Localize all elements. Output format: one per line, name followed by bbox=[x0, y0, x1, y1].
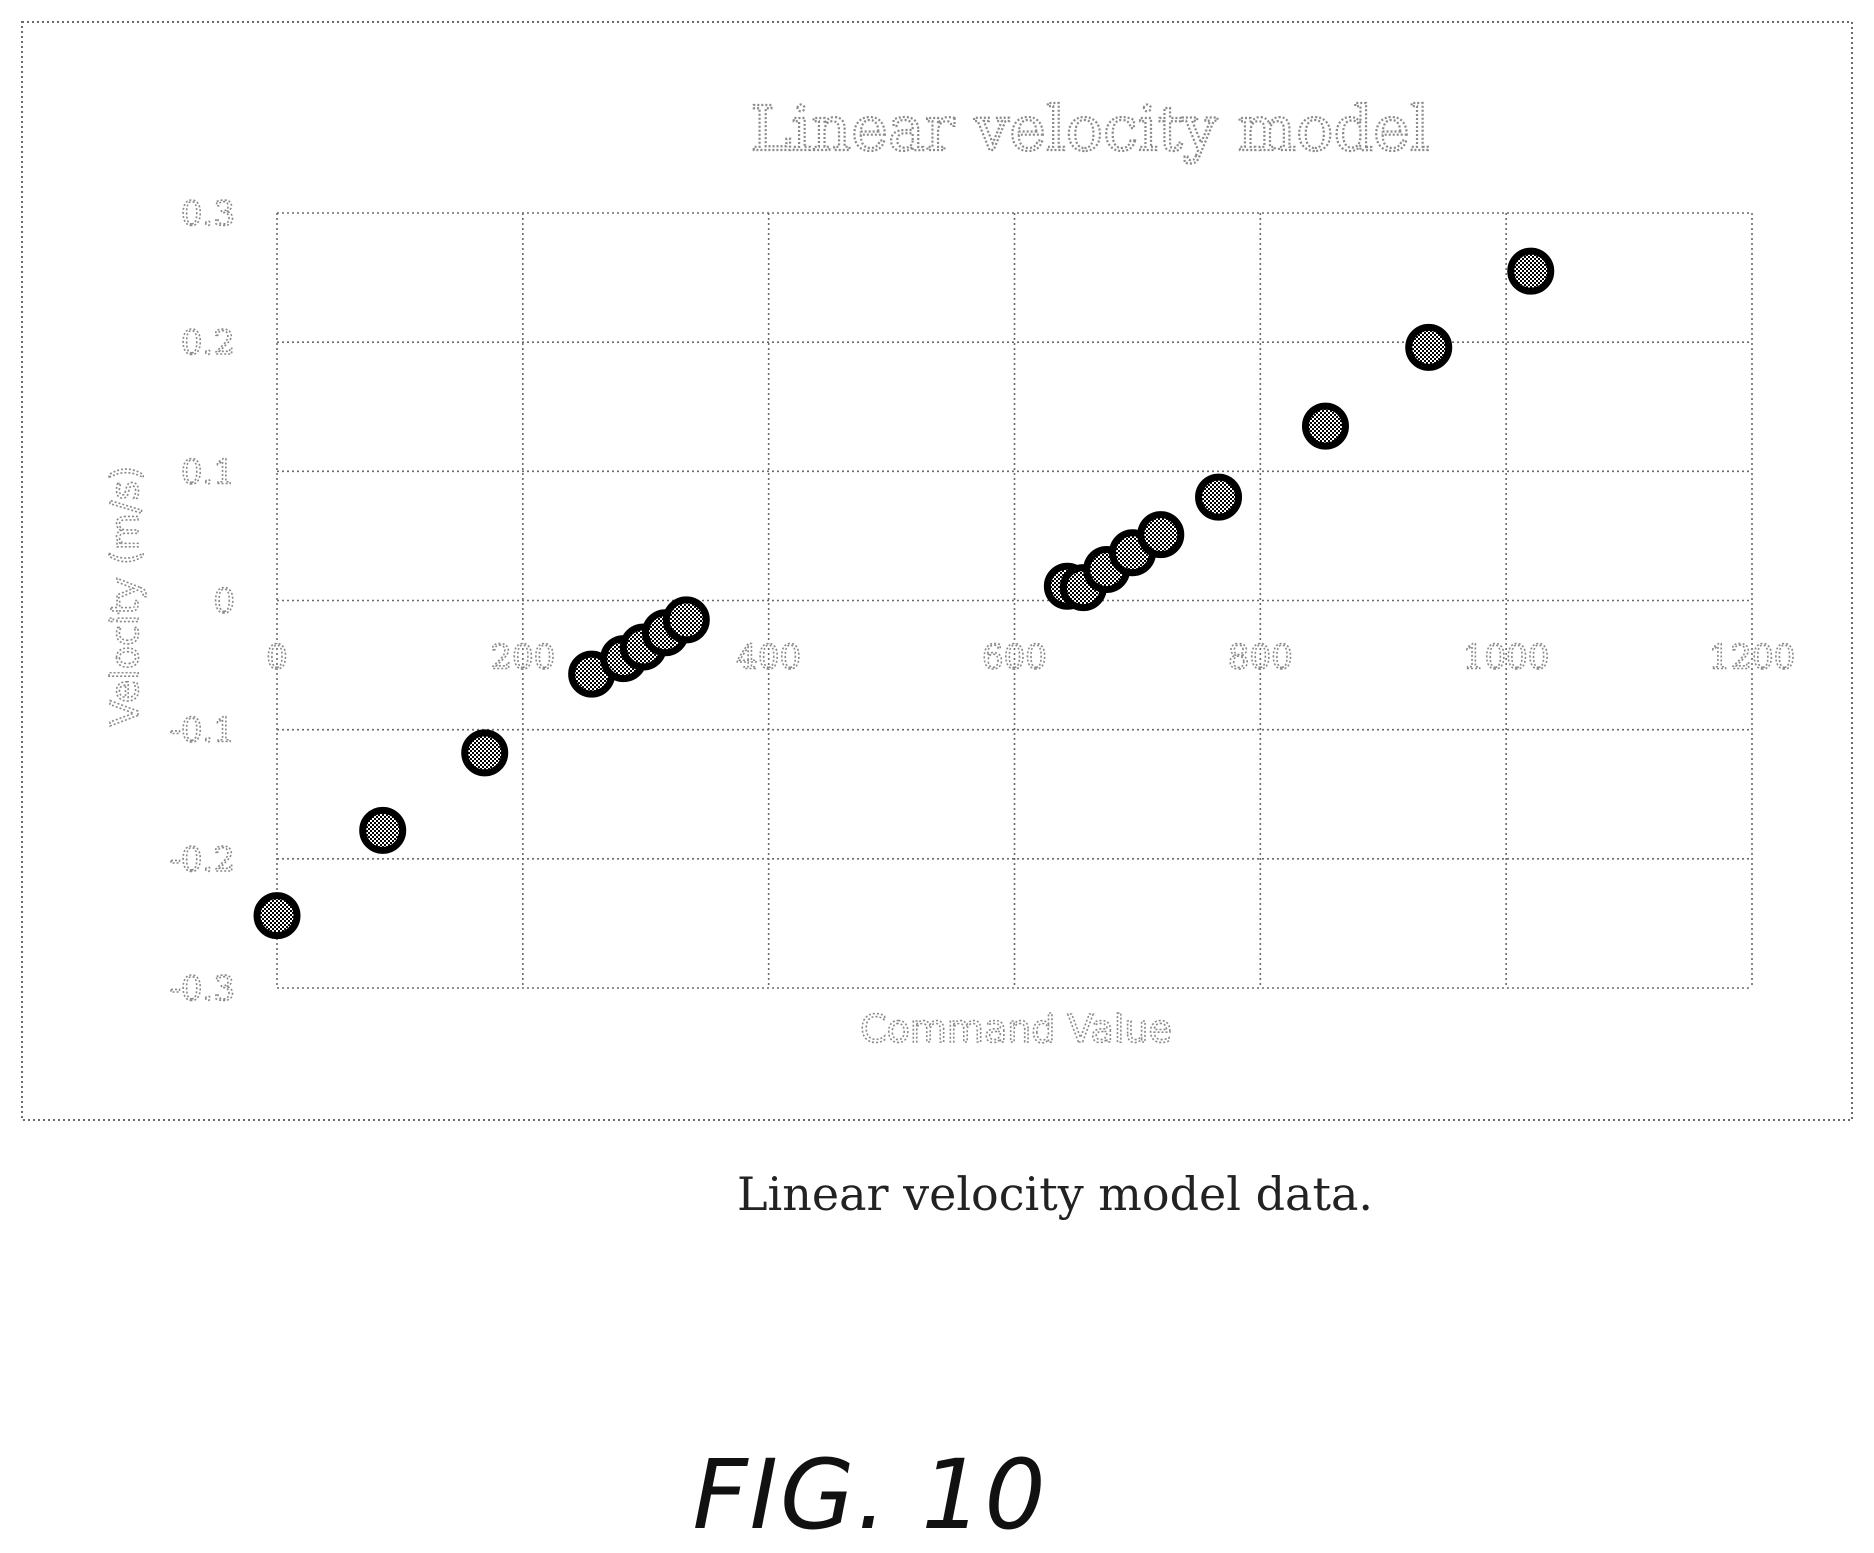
y-tick-label: 0.2 bbox=[181, 323, 235, 363]
figure-caption: Linear velocity model data. bbox=[737, 1167, 1373, 1221]
x-tick-label: 800 bbox=[1228, 638, 1293, 678]
x-tick-label: 400 bbox=[736, 638, 801, 678]
figure-label: FIG. 10 bbox=[692, 1439, 1047, 1551]
chart-border bbox=[21, 21, 1853, 1121]
data-point bbox=[1507, 247, 1555, 295]
plot-grid bbox=[276, 212, 1753, 989]
x-axis-label: Command Value bbox=[860, 1007, 1172, 1051]
y-tick-label: 0 bbox=[213, 582, 235, 622]
x-tick-label: 0 bbox=[266, 638, 288, 678]
data-point bbox=[1301, 402, 1349, 450]
data-point bbox=[1195, 473, 1243, 521]
data-point bbox=[1405, 323, 1453, 371]
y-tick-label: -0.3 bbox=[169, 969, 235, 1009]
data-points bbox=[253, 247, 1555, 940]
chart-title: Linear velocity model bbox=[750, 92, 1429, 165]
y-tick-label: 0.3 bbox=[181, 194, 235, 234]
y-tick-label: -0.2 bbox=[169, 840, 235, 880]
data-point bbox=[662, 596, 710, 644]
y-axis-label: Velocity (m/s) bbox=[103, 466, 147, 726]
y-tick-label: 0.1 bbox=[181, 452, 235, 492]
y-tick-label: -0.1 bbox=[169, 711, 235, 751]
x-axis-ticks: 0 200 400 600 800 1000 1200 bbox=[265, 637, 1796, 679]
x-tick-label: 600 bbox=[982, 638, 1047, 678]
x-tick-label: 1000 bbox=[1463, 638, 1550, 678]
data-point bbox=[359, 806, 407, 854]
data-point bbox=[461, 729, 509, 777]
x-tick-label: 200 bbox=[490, 638, 555, 678]
x-tick-label: 1200 bbox=[1709, 638, 1796, 678]
data-point bbox=[253, 892, 301, 940]
y-axis-ticks: 0.3 0.2 0.1 0 -0.1 -0.2 -0.3 bbox=[169, 193, 236, 1010]
data-point bbox=[1137, 511, 1185, 559]
